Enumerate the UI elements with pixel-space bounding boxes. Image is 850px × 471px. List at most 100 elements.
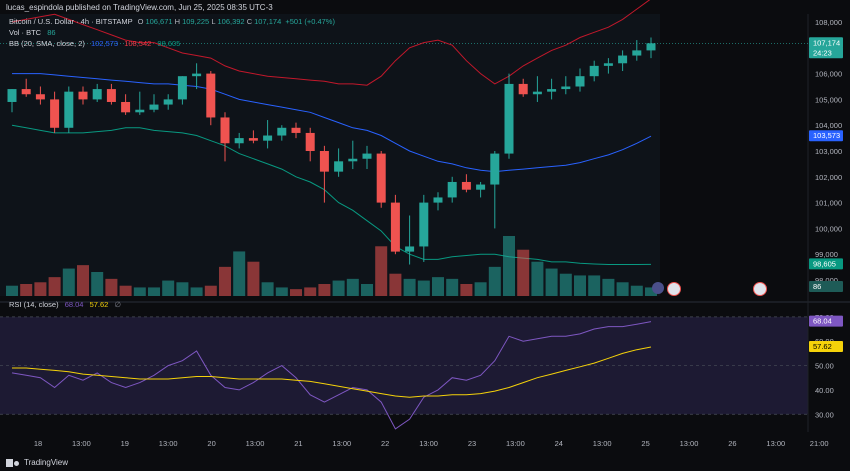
candle xyxy=(490,151,500,229)
candle-body xyxy=(447,181,457,198)
price-tick-label: 99,000 xyxy=(815,250,838,259)
candle xyxy=(547,78,557,100)
rsi-tick-label: 40.00 xyxy=(815,386,834,395)
volume-bar xyxy=(162,280,175,296)
volume-value: 86 xyxy=(47,28,56,37)
rsi-tag: 68.04 xyxy=(813,317,832,326)
candle-body xyxy=(135,109,145,113)
rsi-lines xyxy=(11,321,652,430)
flag-marker-icon-future[interactable] xyxy=(753,282,767,296)
candle xyxy=(149,94,159,113)
candle xyxy=(177,76,187,105)
rsi-tick-label: 30.00 xyxy=(815,410,834,419)
rsi-line xyxy=(11,321,652,430)
candle-body xyxy=(64,91,74,128)
candle xyxy=(561,76,571,95)
rsi-tick-label: 50.00 xyxy=(815,362,834,371)
price-tick-label: 104,000 xyxy=(815,121,842,130)
price-tick-label: 100,000 xyxy=(815,224,842,233)
bb-legend: BB (20, SMA, close, 2) 102,573 108,542 9… xyxy=(9,39,180,48)
candle-body xyxy=(504,83,514,154)
volume-bar xyxy=(559,273,572,296)
time-tick-label: 13:00 xyxy=(159,439,178,448)
candle-body xyxy=(433,197,443,203)
candle xyxy=(575,68,585,92)
candle xyxy=(78,86,88,105)
candle xyxy=(532,76,542,102)
time-tick-label: 19 xyxy=(121,439,129,448)
candle-body xyxy=(35,94,45,100)
volume-legend: Vol · BTC 86 xyxy=(9,28,56,37)
candle-body xyxy=(163,99,173,105)
grid-layer xyxy=(0,43,808,415)
volume-bar xyxy=(616,282,629,296)
volume-bar xyxy=(275,287,288,296)
candle-body xyxy=(92,89,102,100)
candle-body xyxy=(192,73,202,77)
current-price-tag: 107,174 xyxy=(813,38,840,47)
candle xyxy=(632,40,642,61)
time-tick-label: 20 xyxy=(207,439,215,448)
volume-bar xyxy=(204,285,217,296)
symbol-title[interactable]: Bitcoin / U.S. Dollar · 4h · BITSTAMP xyxy=(9,17,133,26)
candle-body xyxy=(291,127,301,133)
volume-bar xyxy=(474,282,487,296)
candle xyxy=(206,71,216,126)
volume-bar xyxy=(233,251,246,296)
candle xyxy=(589,60,599,82)
rsi-title[interactable]: RSI (14, close) xyxy=(9,300,59,309)
flag-marker-icon[interactable] xyxy=(667,282,681,296)
candle-body xyxy=(532,91,542,95)
tradingview-logo[interactable]: TradingView xyxy=(6,458,68,467)
candle xyxy=(305,127,315,162)
candle xyxy=(390,194,400,255)
candle-body xyxy=(277,127,287,136)
time-tick-label: 18 xyxy=(34,439,42,448)
candle-body xyxy=(490,153,500,185)
candle-body xyxy=(78,91,88,100)
volume-title[interactable]: Vol · BTC xyxy=(9,28,42,37)
candle xyxy=(334,148,344,177)
candle-body xyxy=(177,76,187,100)
time-tick-label: 25 xyxy=(641,439,649,448)
volume-bar xyxy=(34,282,47,296)
volume-bar xyxy=(645,287,657,296)
time-tick-label: 22 xyxy=(381,439,389,448)
candle xyxy=(504,73,514,159)
candle xyxy=(447,176,457,203)
candle xyxy=(248,130,258,144)
volume-bar xyxy=(574,275,586,296)
bb-fill-area xyxy=(0,14,660,296)
candle xyxy=(106,83,116,105)
volume-bar xyxy=(517,249,530,296)
current-price-tag-box xyxy=(809,37,843,49)
candle-body xyxy=(518,83,528,95)
candle-body xyxy=(405,246,415,252)
candle xyxy=(419,194,429,262)
event-marker-icon[interactable] xyxy=(652,282,664,294)
volume-bar xyxy=(588,275,601,296)
candle-body xyxy=(106,89,116,102)
bb-title[interactable]: BB (20, SMA, close, 2) xyxy=(9,39,85,48)
candle xyxy=(163,94,173,110)
volume-bar xyxy=(403,278,416,296)
candle xyxy=(21,78,31,97)
low-value: 106,392 xyxy=(217,17,245,26)
candle-body xyxy=(220,117,230,144)
volume-bar xyxy=(105,278,118,296)
price-tick-label: 103,000 xyxy=(815,147,842,156)
candle-body xyxy=(646,43,656,51)
volume-bar xyxy=(133,287,146,296)
volume-bar xyxy=(62,268,75,296)
candle-body xyxy=(7,89,17,102)
volume-bar xyxy=(446,278,459,296)
candle-body xyxy=(263,135,273,141)
candle-body xyxy=(362,153,372,159)
candle-body xyxy=(121,101,131,113)
candle-body xyxy=(206,73,216,118)
volume-bar xyxy=(290,289,302,296)
volume-bar xyxy=(48,277,61,296)
